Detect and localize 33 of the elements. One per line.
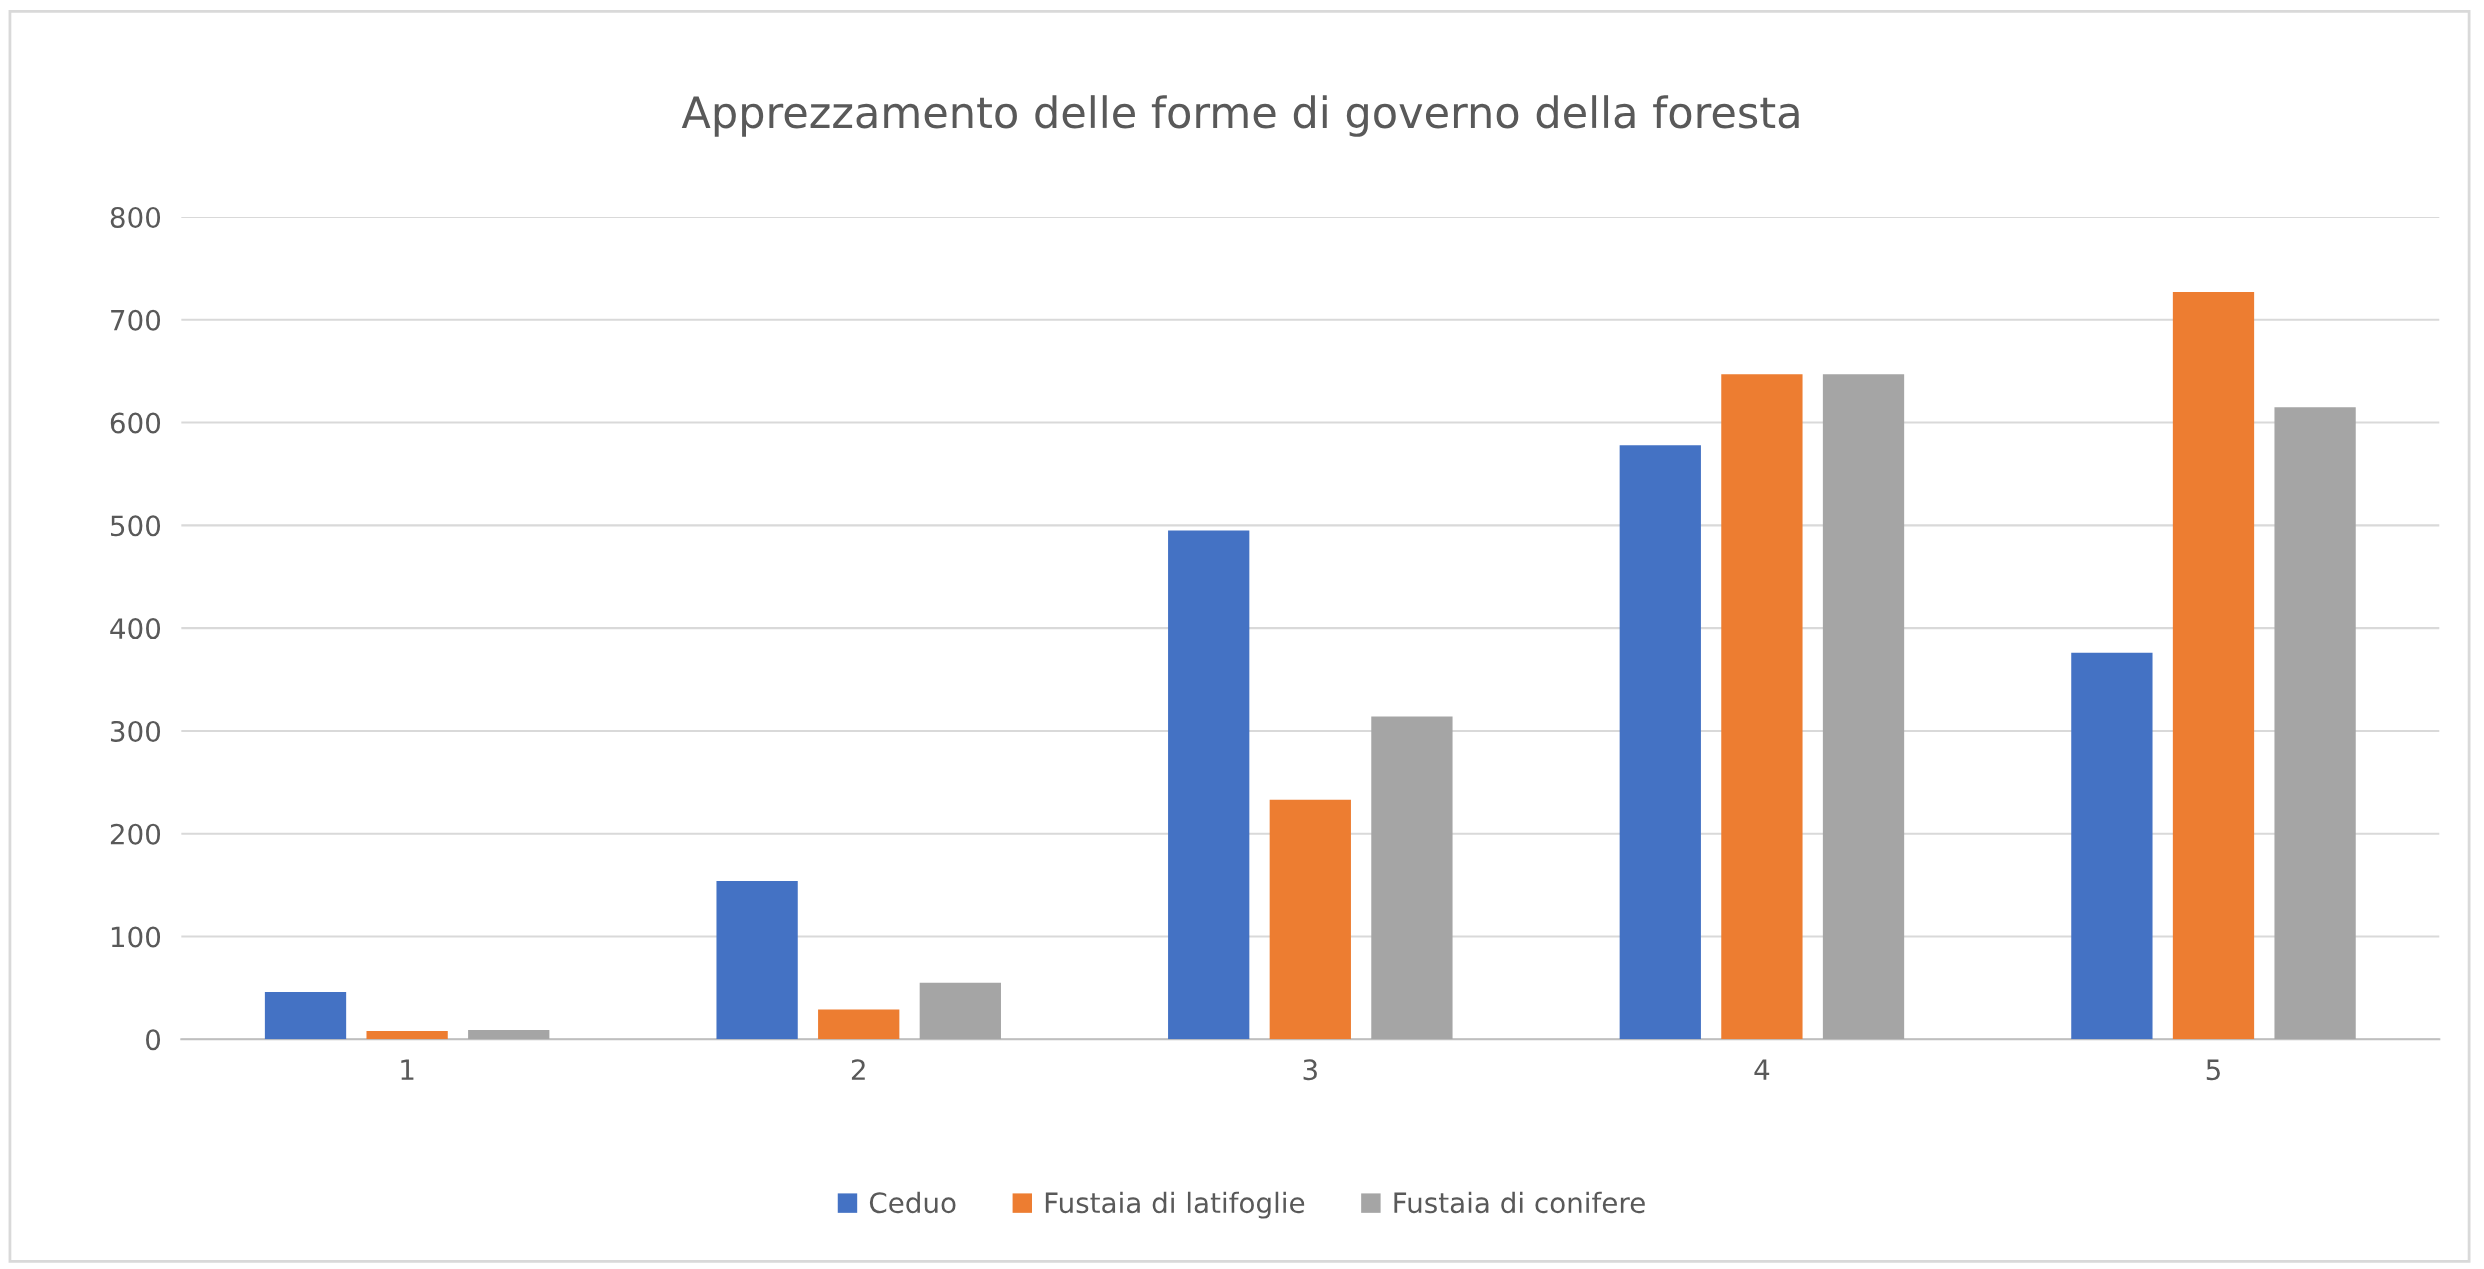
y-tick-label: 100 xyxy=(111,926,161,948)
y-tick-label: 400 xyxy=(110,618,161,640)
y-tick-label: 0 xyxy=(146,1029,161,1051)
y-tick-label: 500 xyxy=(111,515,161,537)
bar xyxy=(1721,374,1803,1040)
y-tick-label: 700 xyxy=(111,309,161,331)
legend-label: Fustaia di latifoglie xyxy=(1045,1191,1305,1219)
bar xyxy=(1822,374,1905,1040)
bar xyxy=(1371,716,1453,1040)
bar xyxy=(1168,530,1250,1040)
bar xyxy=(366,1031,448,1040)
y-tick-label: 600 xyxy=(110,412,161,434)
x-tick-label: 5 xyxy=(2206,1059,2220,1081)
bar xyxy=(2172,292,2255,1040)
y-tick-label: 300 xyxy=(110,720,161,742)
chart-title: Apprezzamento delle forme di governo della foresta xyxy=(681,95,1799,137)
y-tick-label: 800 xyxy=(110,206,161,228)
x-tick-label: 4 xyxy=(1754,1059,1770,1080)
bar xyxy=(468,1030,550,1040)
legend-label: Ceduo xyxy=(869,1191,956,1214)
x-tick-label: 1 xyxy=(401,1059,414,1080)
bar xyxy=(1269,799,1351,1040)
bar xyxy=(2274,407,2356,1040)
y-tick-label: 200 xyxy=(110,823,161,845)
bar xyxy=(1619,445,1701,1040)
bar xyxy=(716,881,798,1040)
x-tick-label: 2 xyxy=(851,1059,865,1080)
bar xyxy=(818,1009,900,1040)
bar xyxy=(264,992,347,1040)
bar xyxy=(2071,652,2153,1040)
x-tick-label: 3 xyxy=(1303,1059,1317,1081)
legend-label: Fustaia di conifere xyxy=(1394,1191,1645,1214)
bar xyxy=(919,982,1001,1040)
